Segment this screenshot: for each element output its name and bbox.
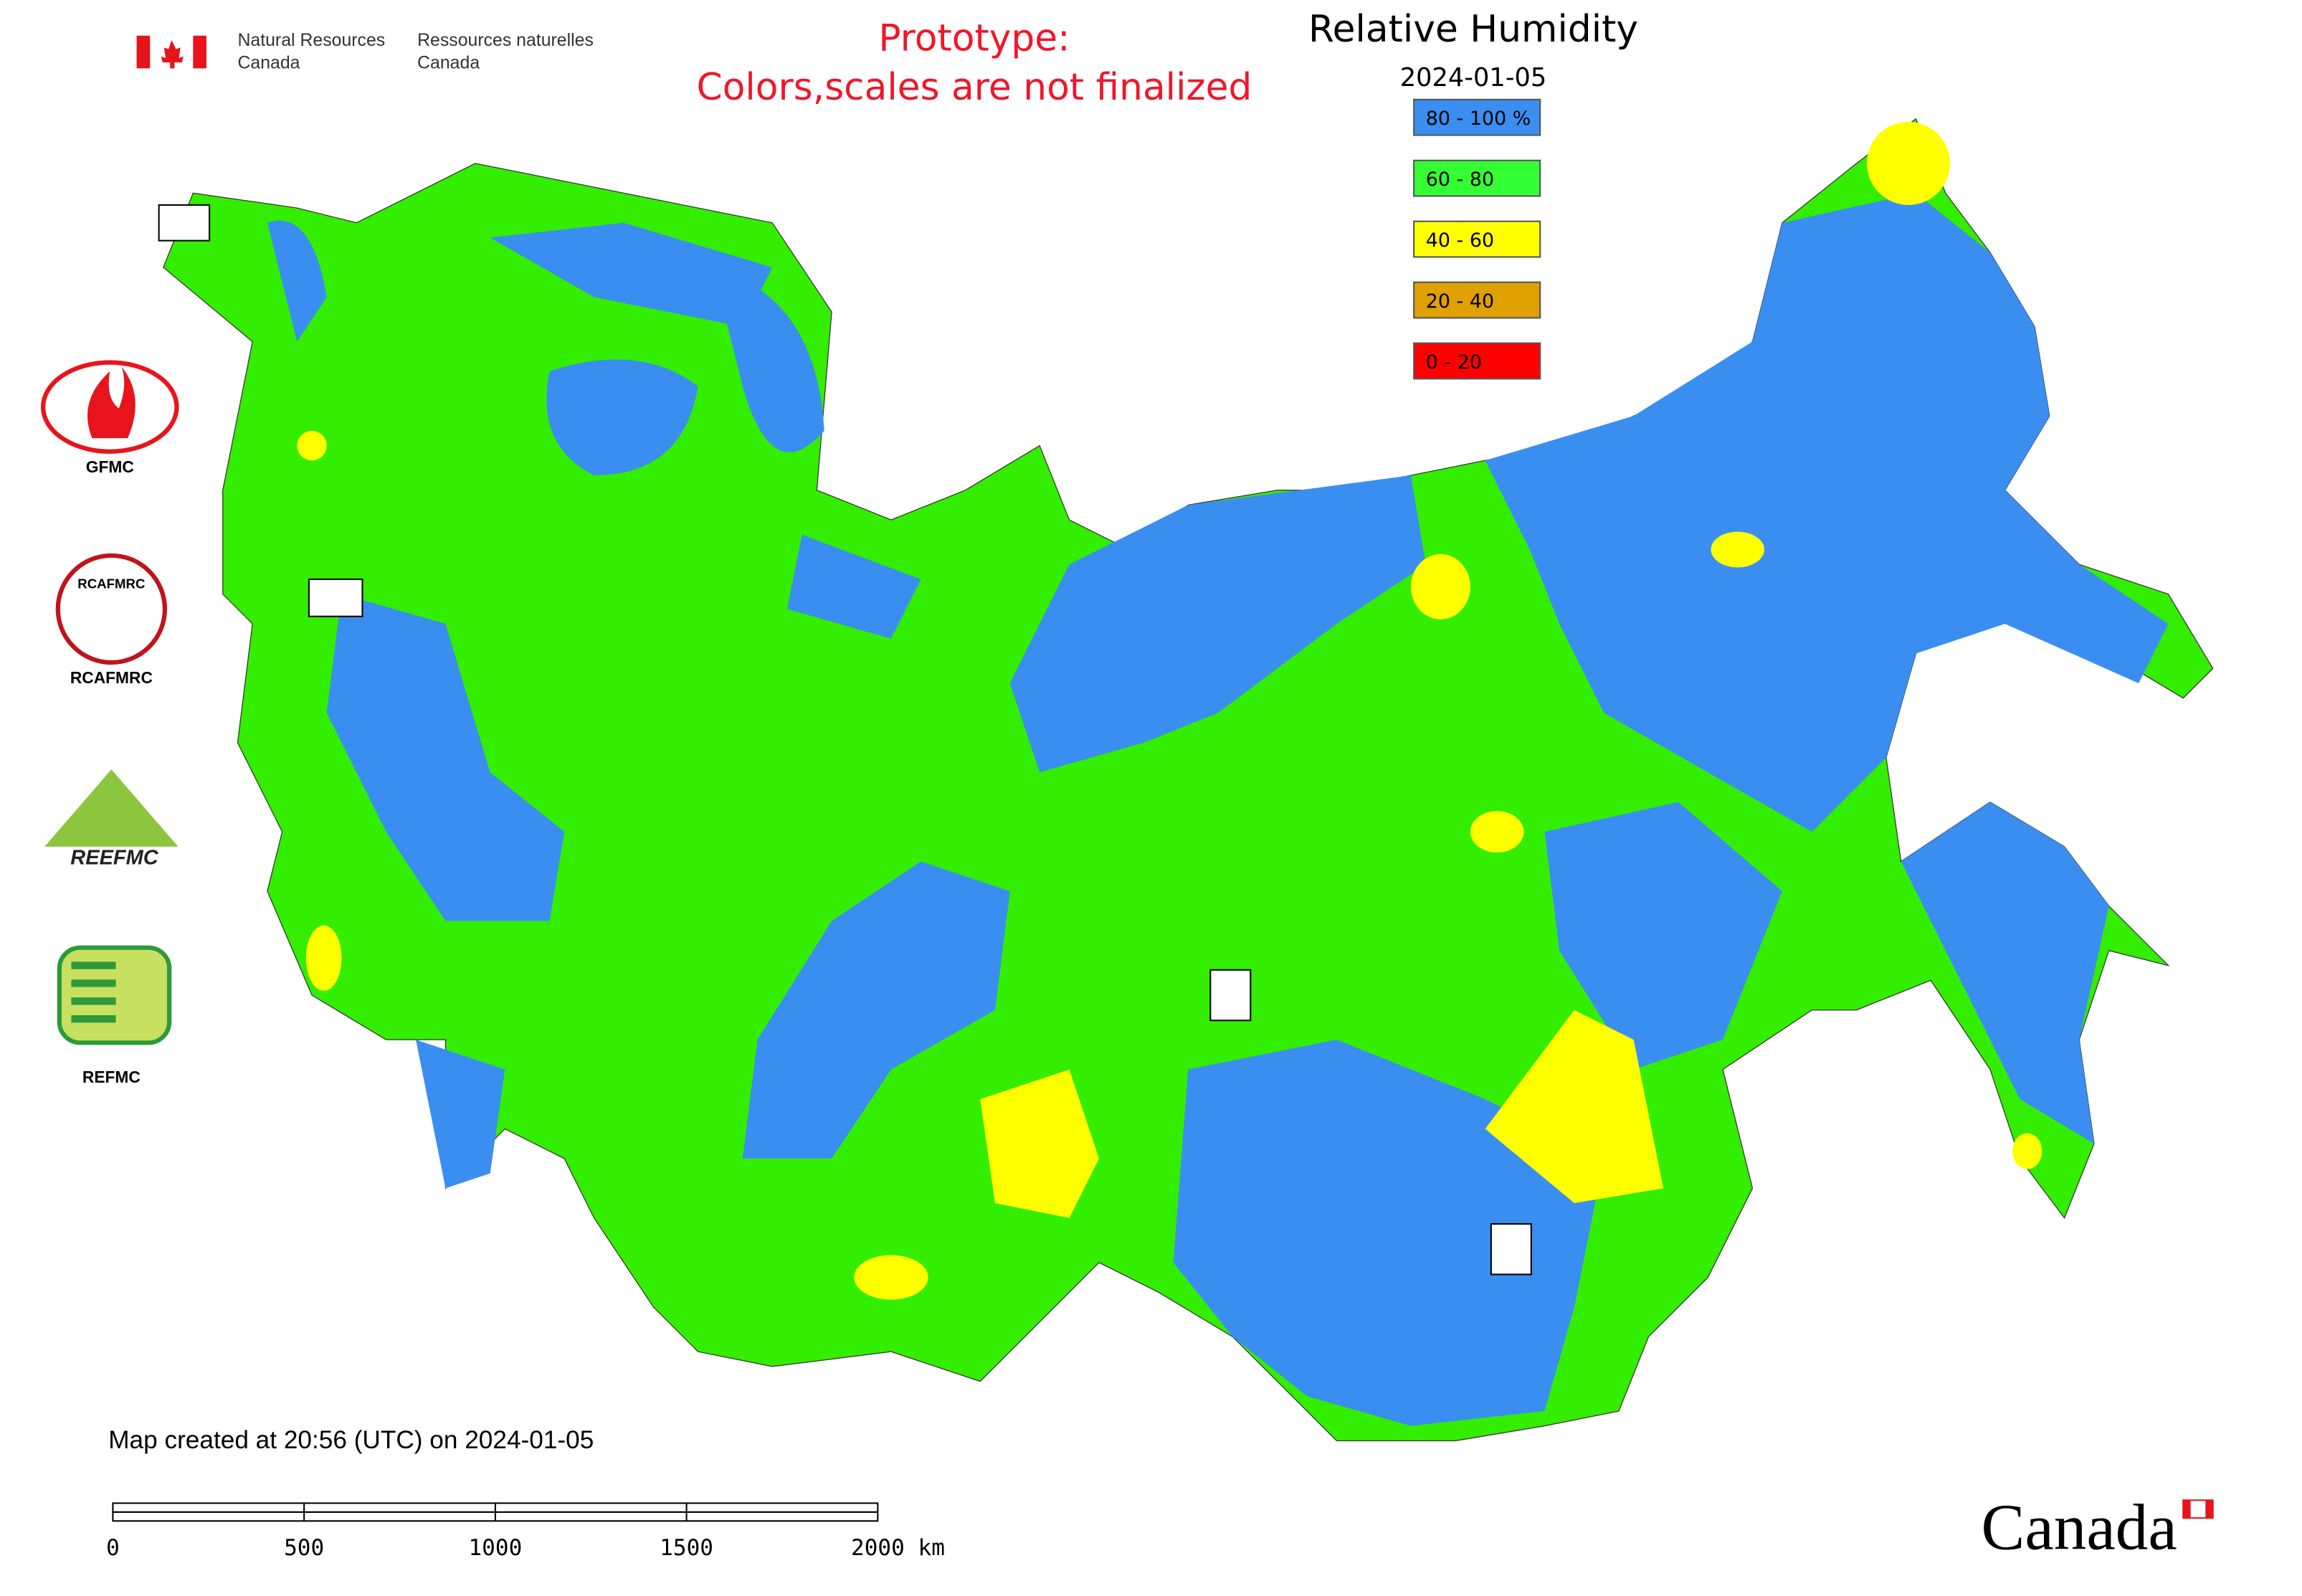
legend-swatch [1413, 220, 1541, 258]
legend-label: 60 - 80 [1426, 168, 1494, 191]
logo-label: GFMC [86, 457, 134, 476]
gc-signature: Natural Resources Canada Ressources natu… [136, 31, 594, 72]
agency-fr: Canada [417, 53, 480, 72]
scale-label: 500 [284, 1535, 324, 1561]
legend-swatch [1413, 159, 1541, 197]
legend-date: 2024-01-05 [1400, 63, 1547, 92]
legend-label: 0 - 20 [1426, 351, 1482, 374]
agency-fr: Ressources naturelles [417, 31, 594, 50]
canada-wordmark: Canada [1982, 1491, 2214, 1564]
logo-badge: REEFMC [70, 847, 159, 870]
notice: Prototype: [878, 16, 1070, 60]
legend: 80 - 100 % 60 - 80 40 - 60 20 - 40 0 - 20 [1413, 98, 1541, 380]
legend-label: 80 - 100 % [1426, 108, 1531, 130]
legend-title: Relative Humidity [1308, 8, 1638, 51]
created-note: Map created at 20:56 (UTC) on 2024-01-05 [108, 1426, 594, 1454]
legend-swatch [1413, 342, 1541, 380]
legend-label: 20 - 40 [1426, 290, 1494, 313]
logo-label: RCAFMRC [70, 668, 153, 687]
logo-label: REFMC [82, 1068, 141, 1086]
scale-label: 1500 [660, 1535, 713, 1561]
scale-label: 1000 [468, 1535, 522, 1561]
scale-bar: 0 500 1000 1500 2000 km [106, 1502, 945, 1561]
map [158, 118, 2214, 1442]
legend-swatch [1413, 281, 1541, 319]
agency-en: Natural Resources [237, 31, 385, 50]
legend-swatch [1413, 98, 1541, 136]
legend-label: 40 - 60 [1426, 229, 1494, 252]
agency-en: Canada [237, 53, 300, 72]
wordmark: Canada [1982, 1491, 2177, 1564]
logos: GFMC RCAFMRC RCAFMRC REEFMC REFMC [40, 360, 179, 1086]
notice: Colors,scales are not finalized [697, 66, 1252, 109]
scale-label: 0 [106, 1535, 120, 1561]
scale-label: 2000 km [851, 1535, 945, 1561]
logo-badge: RCAFMRC [77, 576, 145, 591]
